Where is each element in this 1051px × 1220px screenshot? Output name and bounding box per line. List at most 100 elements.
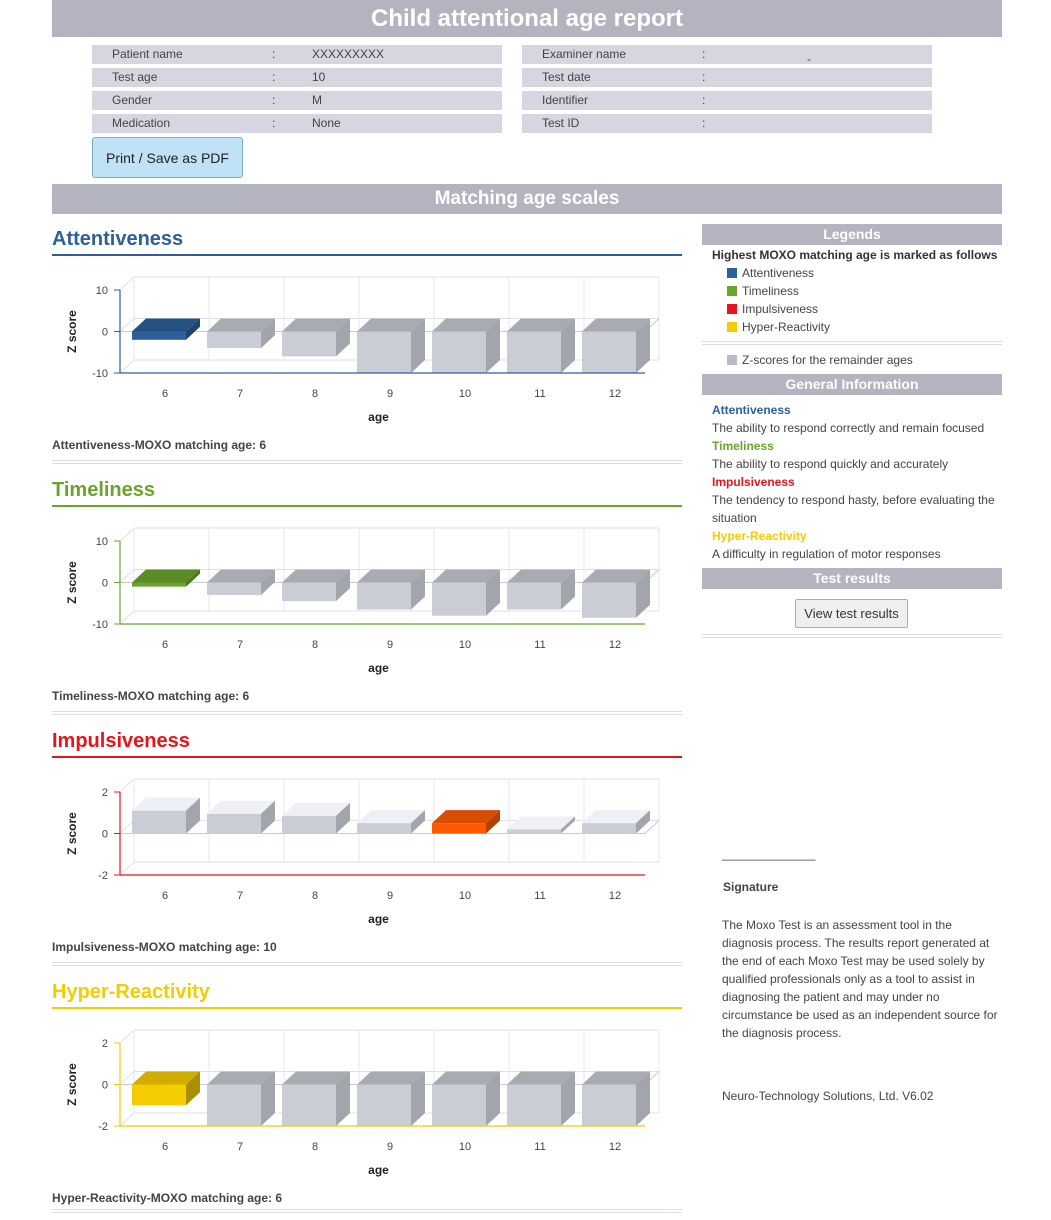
field-value: None [312,116,341,130]
general-info-header: General Information [702,374,1002,395]
bar-side [411,318,425,373]
bar-front [432,823,486,834]
bar-top [582,1071,650,1085]
y-tick-label: 10 [96,536,108,548]
legend-swatch-icon [727,304,737,314]
bar-top [207,318,275,332]
y-axis-label: Z score [65,1063,79,1106]
bar-side [561,318,575,373]
highlight-bar [132,569,200,587]
gi-desc-hyper-reactivity: A difficulty in regulation of motor resp… [712,547,941,561]
legend-label: Timeliness [742,284,799,298]
sidebar-divider [702,341,1002,345]
x-tick-label: 11 [534,639,545,651]
field-value: - [807,52,811,66]
bar-top [357,1071,425,1085]
bar-front [357,1084,411,1126]
bar-side [186,797,200,834]
exam-row-date: Test date : [522,68,932,87]
bar-top [582,318,650,332]
bar-top [207,1071,275,1085]
section-divider [52,1209,682,1213]
bar-front [282,331,336,357]
field-colon: : [702,47,706,61]
field-label: Test ID [542,116,580,130]
company-version: Neuro-Technology Solutions, Ltd. V6.02 [722,1089,934,1103]
x-tick-label: 9 [387,890,393,902]
bar [207,318,275,349]
bar [282,802,350,834]
section-title-impulsiveness: Impulsiveness [52,730,682,758]
y-tick-label: -10 [92,619,108,631]
field-colon: : [702,116,706,130]
bar-side [486,318,500,373]
section-title-hyper-reactivity: Hyper-Reactivity [52,981,682,1009]
bar-side [411,569,425,610]
section-title-attentiveness: Attentiveness [52,228,682,256]
bar-top [282,569,350,583]
print-save-pdf-button[interactable]: Print / Save as PDF [92,137,243,178]
scales-title: Matching age scales [434,188,620,209]
bar-side [561,1071,575,1126]
legend-swatch-icon [727,286,737,296]
x-axis-label: age [368,1163,389,1177]
bar [207,800,275,834]
field-value: XXXXXXXXX [312,47,385,61]
bar-top [132,797,200,811]
legends-title: Legends [823,226,881,242]
legend-swatch-icon [727,322,737,332]
bar-front [507,1084,561,1126]
legend-item-attentiveness: Attentiveness [727,266,814,280]
bar [282,569,350,602]
x-tick-label: 6 [162,1141,168,1153]
gi-desc-impulsiveness: The tendency to respond hasty, before ev… [712,493,995,525]
bar-side [186,318,200,340]
bar-side [336,318,350,357]
bar-front [432,331,486,373]
bar-side [561,816,575,834]
y-axis-label: Z score [65,812,79,855]
bar [282,318,350,357]
bar-front [207,582,261,595]
legend-swatch-icon [727,355,737,365]
bar-top [207,569,275,583]
legend-item-timeliness: Timeliness [727,284,799,298]
legend-swatch-icon [727,268,737,278]
section-divider [52,962,682,966]
exam-row-testid: Test ID : [522,114,932,133]
bar [132,797,200,834]
bar-front [282,582,336,602]
bar-front [132,582,186,587]
x-tick-label: 7 [237,1141,243,1153]
view-test-results-button[interactable]: View test results [795,599,908,628]
x-tick-label: 10 [459,388,471,400]
x-tick-label: 10 [459,1141,471,1153]
x-tick-label: 10 [459,639,471,651]
section-divider [52,460,682,464]
field-label: Identifier [542,93,589,107]
disclaimer-text: The Moxo Test is an assessment tool in t… [722,918,998,1040]
bar-front [582,331,636,373]
x-tick-label: 9 [387,388,393,400]
y-tick-label: 0 [102,327,108,339]
bar [357,569,425,610]
bar-top [432,318,500,332]
legends-intro: Highest MOXO matching age is marked as f… [712,248,998,262]
gridline [119,1112,135,1127]
x-tick-label: 12 [609,1141,621,1153]
legend-label: Attentiveness [742,266,815,280]
patient-row-medication: Medication : None [92,114,502,133]
field-value: 10 [312,70,326,84]
gridline [119,861,135,876]
bar-front [132,810,186,834]
x-tick-label: 8 [312,1141,318,1153]
bar-top [432,810,500,824]
bar-side [411,810,425,834]
timeliness-chart: 6 7 8 9 10 11 12 10 0 -10 Z score age [65,527,660,675]
x-tick-label: 8 [312,388,318,400]
impulsiveness-chart: 6 7 8 9 10 11 12 2 0 -2 Z score age [65,778,660,926]
x-tick-label: 6 [162,639,168,651]
bar-side [336,1071,350,1126]
test-results-header: Test results [702,568,1002,589]
bar-front [432,582,486,616]
